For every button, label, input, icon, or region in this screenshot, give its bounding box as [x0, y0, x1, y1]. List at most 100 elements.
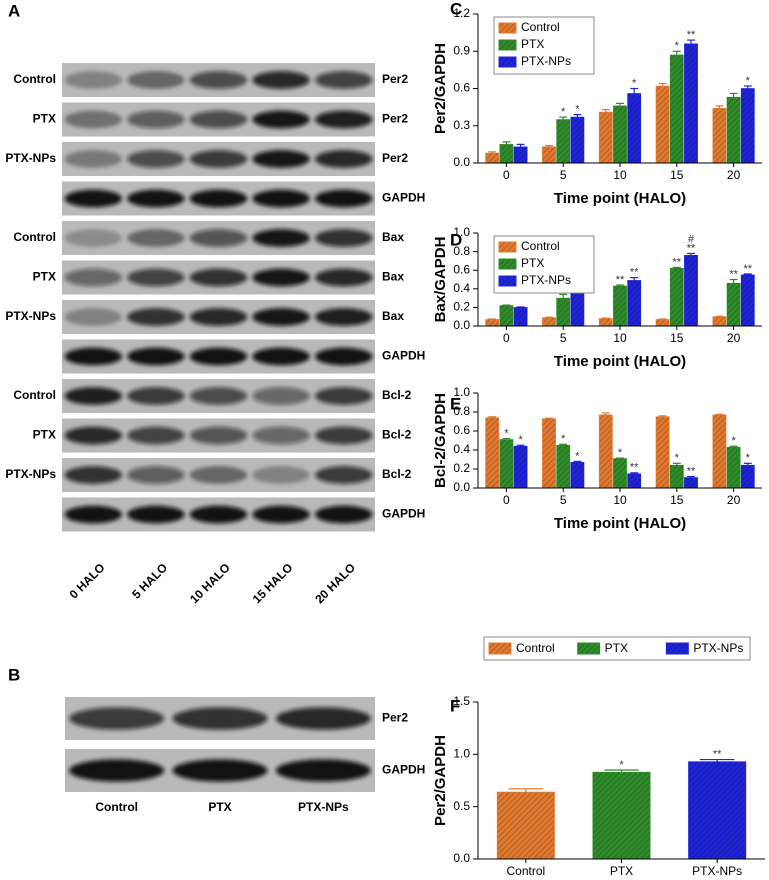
error-bar — [658, 415, 667, 417]
significance-mark: ** — [616, 274, 625, 286]
bar — [669, 54, 684, 164]
row-label: Control — [13, 388, 56, 402]
error-bar — [715, 105, 724, 109]
panel-label: A — [8, 1, 20, 20]
blot-band — [172, 759, 268, 782]
error-bar — [488, 416, 497, 418]
bar — [592, 771, 651, 860]
y-tick-label: 0.2 — [453, 461, 470, 475]
significance-mark: * — [746, 75, 751, 87]
blot-band — [127, 71, 185, 89]
bar — [513, 146, 528, 164]
bar — [513, 445, 528, 489]
bar — [655, 85, 670, 164]
legend-label: PTX — [521, 256, 544, 270]
error-bar — [729, 445, 738, 448]
error-bar — [687, 39, 695, 44]
bar — [688, 761, 747, 860]
lane-label: 15 HALO — [250, 560, 296, 606]
bar — [542, 418, 556, 489]
blot-band — [69, 707, 165, 730]
y-axis-label: Per2/GAPDH — [432, 735, 449, 826]
blot-band — [189, 347, 248, 366]
error-bar — [672, 266, 681, 269]
bar — [712, 414, 727, 489]
blot-band — [189, 110, 248, 129]
blot-band — [189, 150, 248, 168]
y-tick-label: 0.6 — [453, 262, 470, 276]
error-bar — [488, 151, 497, 154]
bar — [499, 305, 514, 327]
blot-band — [127, 308, 185, 326]
bar — [684, 43, 698, 164]
blot-band — [314, 189, 373, 208]
y-tick-label: 0.3 — [453, 118, 470, 132]
blot-band — [64, 189, 123, 208]
legend-label: PTX-NPs — [693, 641, 743, 655]
significance-mark: ** — [687, 242, 696, 254]
protein-label: Per2 — [382, 72, 408, 86]
error-bar — [559, 293, 568, 299]
blot-band — [314, 347, 373, 366]
blot-band — [127, 505, 185, 524]
x-tick-label: 5 — [560, 331, 567, 345]
blot-band — [127, 110, 185, 129]
blot-band — [189, 71, 248, 89]
protein-label: Bcl-2 — [382, 467, 412, 481]
legend-swatch — [498, 22, 517, 34]
significance-mark: ** — [744, 263, 753, 275]
protein-label: GAPDH — [382, 349, 425, 363]
row-label: Control — [13, 72, 56, 86]
y-axis-label: Bcl-2/GAPDH — [432, 393, 449, 488]
legend-swatch — [665, 642, 689, 655]
lane-label: 10 HALO — [187, 560, 233, 606]
bar — [613, 458, 627, 489]
y-axis-label: Per2/GAPDH — [432, 43, 449, 134]
significance-mark: ** — [687, 466, 696, 478]
blot-band — [314, 229, 373, 247]
y-tick-label: 1.0 — [453, 385, 470, 399]
error-bar — [658, 82, 667, 87]
blot-band — [64, 426, 123, 445]
error-bar — [545, 145, 553, 147]
bar — [726, 96, 741, 164]
blot-band — [252, 347, 310, 366]
significance-mark: * — [731, 435, 736, 447]
bar — [570, 290, 585, 327]
blot-band — [189, 268, 248, 287]
legend-label: PTX-NPs — [521, 273, 571, 287]
bar — [613, 105, 627, 164]
error-bar — [729, 278, 738, 284]
y-tick-label: 0.6 — [453, 81, 470, 95]
significance-mark: * — [575, 103, 580, 115]
error-bar — [630, 87, 639, 94]
y-tick-label: 0.5 — [453, 799, 470, 813]
bar — [684, 255, 698, 327]
panel-label: E — [450, 394, 461, 413]
y-tick-label: 0.0 — [453, 480, 470, 494]
x-tick-label: 10 — [613, 331, 627, 345]
blot-band — [314, 387, 373, 405]
bar — [485, 417, 500, 489]
lane-label: Control — [95, 800, 138, 814]
y-tick-label: 0.8 — [453, 244, 470, 258]
x-tick-label: PTX-NPs — [692, 864, 742, 878]
legend-label: PTX-NPs — [521, 54, 571, 68]
blot-band — [314, 110, 373, 129]
bar — [556, 444, 571, 489]
protein-label: Bax — [382, 309, 404, 323]
error-bar — [502, 141, 511, 145]
x-tick-label: 0 — [503, 331, 510, 345]
significance-mark: * — [504, 428, 509, 440]
y-tick-label: 1.2 — [453, 6, 470, 20]
bar — [740, 464, 755, 489]
blot-band — [314, 505, 373, 524]
bar — [598, 414, 613, 489]
y-tick-label: 0.4 — [453, 281, 470, 295]
lane-label: PTX — [208, 800, 231, 814]
panel-label: B — [8, 665, 20, 684]
x-tick-label: 10 — [613, 168, 627, 182]
bar — [570, 462, 585, 489]
blot-band — [314, 426, 373, 445]
blot-band — [64, 268, 123, 287]
